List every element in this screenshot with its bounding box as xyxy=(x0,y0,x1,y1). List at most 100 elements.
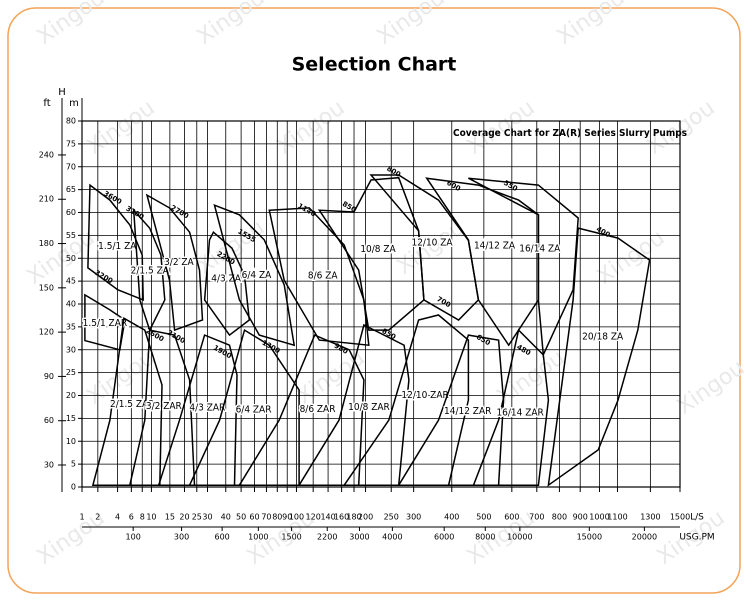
region-label: 2/1.5 ZAR xyxy=(110,399,154,410)
x-tick-label: 30 xyxy=(202,513,212,522)
region-label: 14/12 ZA xyxy=(474,240,516,251)
x-tick-label: 100 xyxy=(289,513,304,522)
x-tick-label: 70 xyxy=(261,513,271,522)
region-label: 12/10 ZA xyxy=(411,238,453,249)
region-label: 4/3 ZAR xyxy=(189,403,225,414)
x-tick-label: 1100 xyxy=(607,513,627,522)
region-label: 8/6 ZAR xyxy=(300,404,336,415)
y-axis-symbol: H xyxy=(58,87,66,98)
region-label: 6/4 ZAR xyxy=(236,404,272,415)
y-axis-label: m xyxy=(69,98,79,109)
x-tick-label: 20 xyxy=(179,513,189,522)
x-tick-label: 80 xyxy=(272,513,282,522)
region-label: 12/10 ZAR xyxy=(401,390,448,401)
y-tick-label: 20 xyxy=(66,391,76,400)
x-tick-label: 4 xyxy=(115,513,120,522)
region-label: 1.5/1 ZAR xyxy=(83,318,127,329)
x-tick-label: 6 xyxy=(129,513,134,522)
y2-tick-label: 150 xyxy=(39,283,54,292)
x-tick-label: 200 xyxy=(358,513,373,522)
x-tick-label: 1300 xyxy=(640,513,660,522)
x-tick-label: 2 xyxy=(95,513,100,522)
x2-tick-label: 3000 xyxy=(349,533,369,542)
x2-tick-label: 300 xyxy=(174,533,189,542)
y-tick-label: 80 xyxy=(66,117,76,126)
y-tick-label: 50 xyxy=(66,254,76,263)
x-tick-label: 10 xyxy=(146,513,156,522)
x-tick-label: 25 xyxy=(192,513,202,522)
y-tick-label: 0 xyxy=(71,483,76,492)
x-tick-label: 8 xyxy=(140,513,145,522)
y-tick-label: 40 xyxy=(66,300,76,309)
region-label: 6/4 ZA xyxy=(242,270,272,281)
y-tick-label: 30 xyxy=(66,345,76,354)
x-tick-label: 50 xyxy=(236,513,246,522)
x-tick-label: 800 xyxy=(552,513,567,522)
y-tick-label: 15 xyxy=(66,414,76,423)
y-tick-label: 35 xyxy=(66,322,76,331)
x-tick-label: 15 xyxy=(165,513,175,522)
x-tick-label: 40 xyxy=(221,513,231,522)
x-tick-label: 140 xyxy=(320,513,335,522)
coverage-region xyxy=(132,208,166,333)
coverage-region xyxy=(547,227,651,487)
x-tick-label: 1000 xyxy=(589,513,609,522)
region-label: 10/8 ZAR xyxy=(348,402,390,413)
x-tick-label: 600 xyxy=(504,513,519,522)
region-label: 14/12 ZAR xyxy=(444,406,491,417)
y2-tick-label: 30 xyxy=(44,461,54,470)
x-tick-label: 250 xyxy=(384,513,399,522)
y-tick-label: 70 xyxy=(66,162,76,171)
y2-tick-label: 210 xyxy=(39,195,54,204)
plot-border xyxy=(81,120,681,488)
y-tick-label: 55 xyxy=(66,231,76,240)
x-tick-label: 700 xyxy=(529,513,544,522)
frame xyxy=(7,7,741,594)
x-tick-label: 160 xyxy=(334,513,349,522)
y-tick-label: 25 xyxy=(66,368,76,377)
coverage-region xyxy=(472,328,550,486)
coverage-region xyxy=(213,203,296,347)
x2-axis-label: USG.PM xyxy=(679,533,714,543)
region-label: 16/14 ZAR xyxy=(496,408,543,419)
x2-tick-label: 1000 xyxy=(248,533,268,542)
y2-tick-label: 180 xyxy=(39,239,54,248)
x2-tick-label: 8000 xyxy=(475,533,495,542)
region-label: 16/14 ZA xyxy=(519,244,561,255)
y2-axis-label: ft xyxy=(43,98,50,109)
x2-tick-label: 20000 xyxy=(632,533,657,542)
y2-tick-label: 90 xyxy=(44,372,54,381)
y2-tick-label: 240 xyxy=(39,150,54,159)
page-title: Selection Chart xyxy=(292,54,457,76)
x2-tick-label: 6000 xyxy=(434,533,454,542)
y-tick-label: 5 xyxy=(71,460,76,469)
y-tick-label: 65 xyxy=(66,185,76,194)
x-axis-label: L/S xyxy=(690,513,704,523)
x-tick-label: 60 xyxy=(249,513,259,522)
x2-tick-label: 600 xyxy=(214,533,229,542)
region-label: 4/3 ZA xyxy=(211,274,241,285)
x2-tick-label: 2200 xyxy=(317,533,337,542)
x-tick-label: 500 xyxy=(476,513,491,522)
x-tick-label: 1 xyxy=(79,513,84,522)
x-tick-label: 1500 xyxy=(670,513,690,522)
y-tick-label: 60 xyxy=(66,208,76,217)
y2-tick-label: 120 xyxy=(39,328,54,337)
x2-tick-label: 100 xyxy=(126,533,141,542)
region-label: 10/8 ZA xyxy=(360,244,396,255)
region-label: 1.5/1 ZA xyxy=(98,241,137,252)
coverage-region xyxy=(87,183,144,302)
coverage-region xyxy=(468,177,579,358)
region-label: 2/1.5 ZA xyxy=(131,266,170,277)
region-label: 3/2 ZA xyxy=(164,257,194,268)
coverage-region xyxy=(342,314,470,486)
x-tick-label: 90 xyxy=(282,513,292,522)
coverage-region xyxy=(145,193,204,332)
region-label: 8/6 ZA xyxy=(308,271,338,282)
x-tick-label: 900 xyxy=(573,513,588,522)
x-tick-label: 400 xyxy=(444,513,459,522)
x2-tick-label: 15000 xyxy=(577,533,602,542)
y-tick-label: 45 xyxy=(66,277,76,286)
x2-tick-label: 10000 xyxy=(507,533,532,542)
